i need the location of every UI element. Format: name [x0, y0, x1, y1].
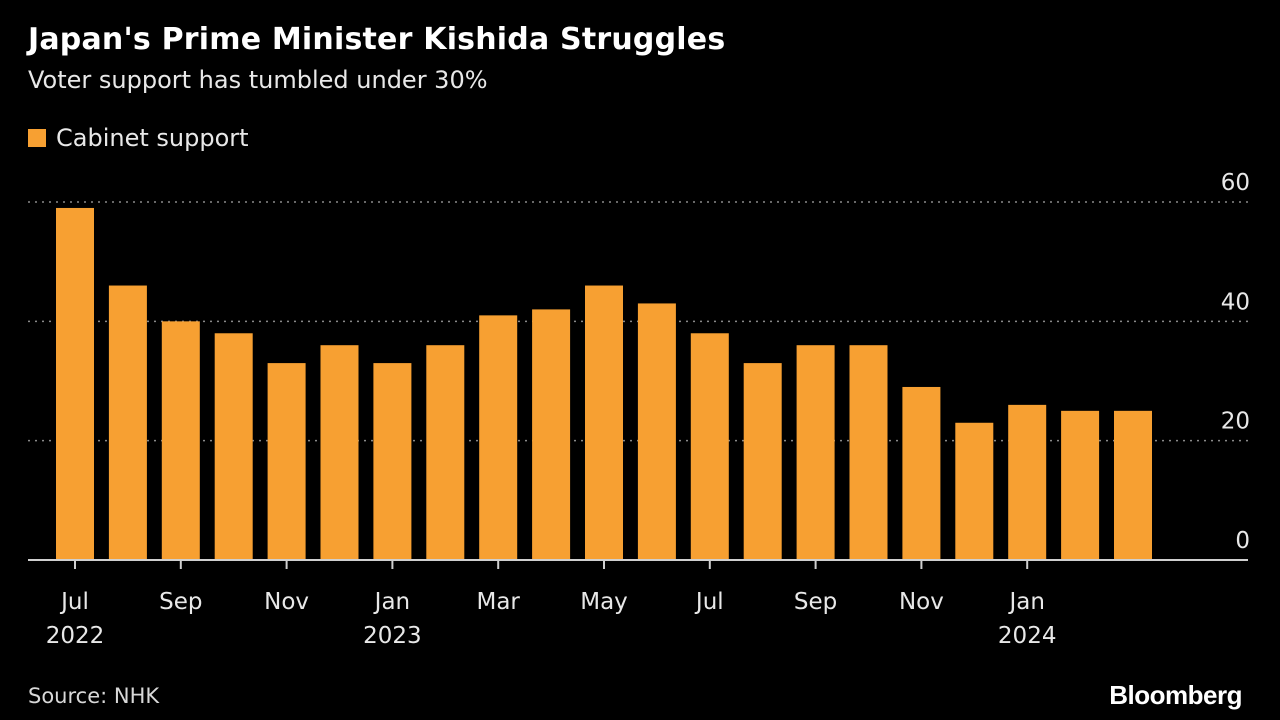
chart-title: Japan's Prime Minister Kishida Struggles	[28, 22, 726, 57]
bar-14	[796, 345, 835, 560]
x-tick-year-0: 2022	[46, 623, 105, 649]
bar-5	[320, 345, 359, 560]
bar-8	[479, 315, 518, 560]
bar-15	[849, 345, 888, 560]
bar-12	[690, 333, 729, 560]
bar-9	[532, 309, 571, 560]
bar-6	[373, 363, 412, 560]
x-tick-year-18: 2024	[998, 623, 1057, 649]
bar-4	[267, 363, 306, 560]
x-tick-label-8: Mar	[476, 589, 520, 615]
source-note: Source: NHK	[28, 684, 160, 708]
legend-swatch	[28, 129, 46, 147]
bar-18	[1008, 404, 1047, 560]
bar-1	[108, 285, 147, 560]
x-tick-label-6: Jan	[373, 589, 410, 615]
x-tick-label-18: Jan	[1007, 589, 1044, 615]
bar-20	[1114, 410, 1152, 560]
bar-0	[56, 207, 94, 560]
bar-16	[902, 386, 941, 560]
x-tick-label-4: Nov	[264, 589, 309, 615]
y-tick-label-20: 20	[1221, 409, 1250, 435]
bloomberg-logo: Bloomberg	[1109, 680, 1242, 710]
x-tick-label-0: Jul	[59, 589, 89, 615]
legend: Cabinet support	[28, 124, 249, 152]
bar-19	[1061, 410, 1100, 560]
x-tick-label-2: Sep	[159, 589, 202, 615]
x-tick-label-12: Jul	[694, 589, 724, 615]
y-tick-label-0: 0	[1235, 528, 1250, 554]
bar-7	[426, 345, 465, 560]
legend-label: Cabinet support	[56, 124, 249, 152]
bar-10	[585, 285, 623, 560]
bar-11	[637, 303, 676, 560]
y-tick-label-60: 60	[1221, 170, 1250, 196]
bar-13	[743, 363, 782, 560]
bar-3	[214, 333, 253, 560]
bar-17	[955, 422, 994, 560]
x-tick-label-16: Nov	[899, 589, 944, 615]
y-tick-label-40: 40	[1221, 289, 1250, 315]
x-tick-label-10: May	[580, 589, 628, 615]
x-tick-label-14: Sep	[794, 589, 837, 615]
bar-2	[161, 321, 200, 560]
chart-subtitle: Voter support has tumbled under 30%	[28, 66, 488, 94]
x-tick-year-6: 2023	[363, 623, 422, 649]
